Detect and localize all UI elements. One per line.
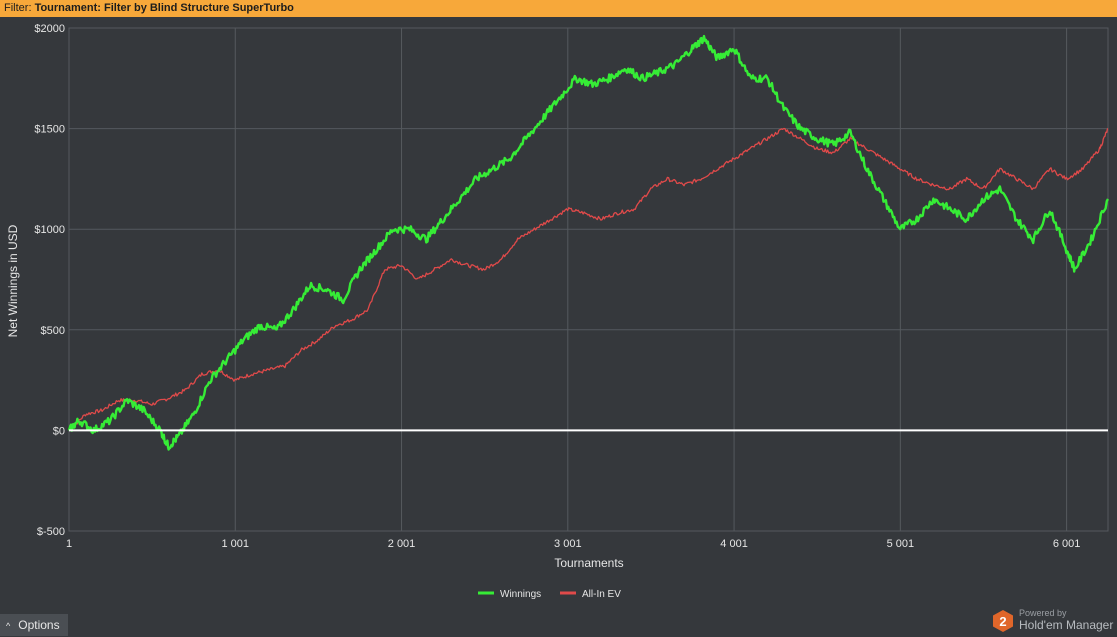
filter-value: Tournament: Filter by Blind Structure Su… — [34, 2, 294, 14]
legend-label-winnings: Winnings — [500, 589, 541, 600]
brand-name: Hold'em Manager — [1019, 618, 1114, 632]
x-tick-label: 6 001 — [1053, 538, 1081, 550]
filter-bar: Filter: Tournament: Filter by Blind Stru… — [0, 0, 1117, 17]
allin-ev-line — [68, 127, 1109, 431]
powered-by-label: Powered by — [1019, 608, 1067, 618]
y-tick-label: $-500 — [37, 526, 65, 538]
x-tick-label: 2 001 — [388, 538, 416, 550]
x-tick-label: 4 001 — [720, 538, 748, 550]
options-button[interactable]: ^ Options — [0, 614, 68, 636]
series-layer — [67, 34, 1110, 451]
y-tick-label: $1500 — [34, 124, 65, 136]
y-tick-label: $1000 — [34, 224, 65, 236]
y-tick-label: $2000 — [34, 23, 65, 35]
plot-frame — [68, 27, 1109, 532]
legend-label-allin-ev: All-In EV — [582, 589, 621, 600]
y-tick-label: $0 — [53, 425, 65, 437]
options-label: Options — [18, 618, 60, 632]
x-tick-label: 1 — [66, 538, 72, 550]
y-tick-label: $500 — [41, 325, 65, 337]
x-tick-label: 3 001 — [554, 538, 582, 550]
winnings-line — [67, 34, 1110, 451]
chevron-up-icon: ^ — [6, 621, 11, 631]
y-axis-title: Net Winnings in USD — [6, 224, 20, 337]
logo-number: 2 — [999, 614, 1006, 629]
grid-layer — [68, 27, 1109, 532]
x-tick-label: 5 001 — [887, 538, 915, 550]
x-axis-title: Tournaments — [554, 556, 623, 570]
filter-label: Filter: — [4, 2, 32, 14]
holdem-manager-logo-icon: 2 — [993, 610, 1013, 632]
x-tick-label: 1 001 — [222, 538, 250, 550]
brand-watermark: 2 Powered by Hold'em Manager — [990, 606, 1117, 634]
net-winnings-chart: $-500 $0 $500 $1000 $1500 $2000 1 1 001 2 001 3 0… — [6, 23, 1110, 600]
chart-legend: Winnings All-In EV — [478, 589, 621, 600]
axis-layer: $-500 $0 $500 $1000 $1500 $2000 1 1 001 2 001 3 0… — [34, 23, 1108, 550]
